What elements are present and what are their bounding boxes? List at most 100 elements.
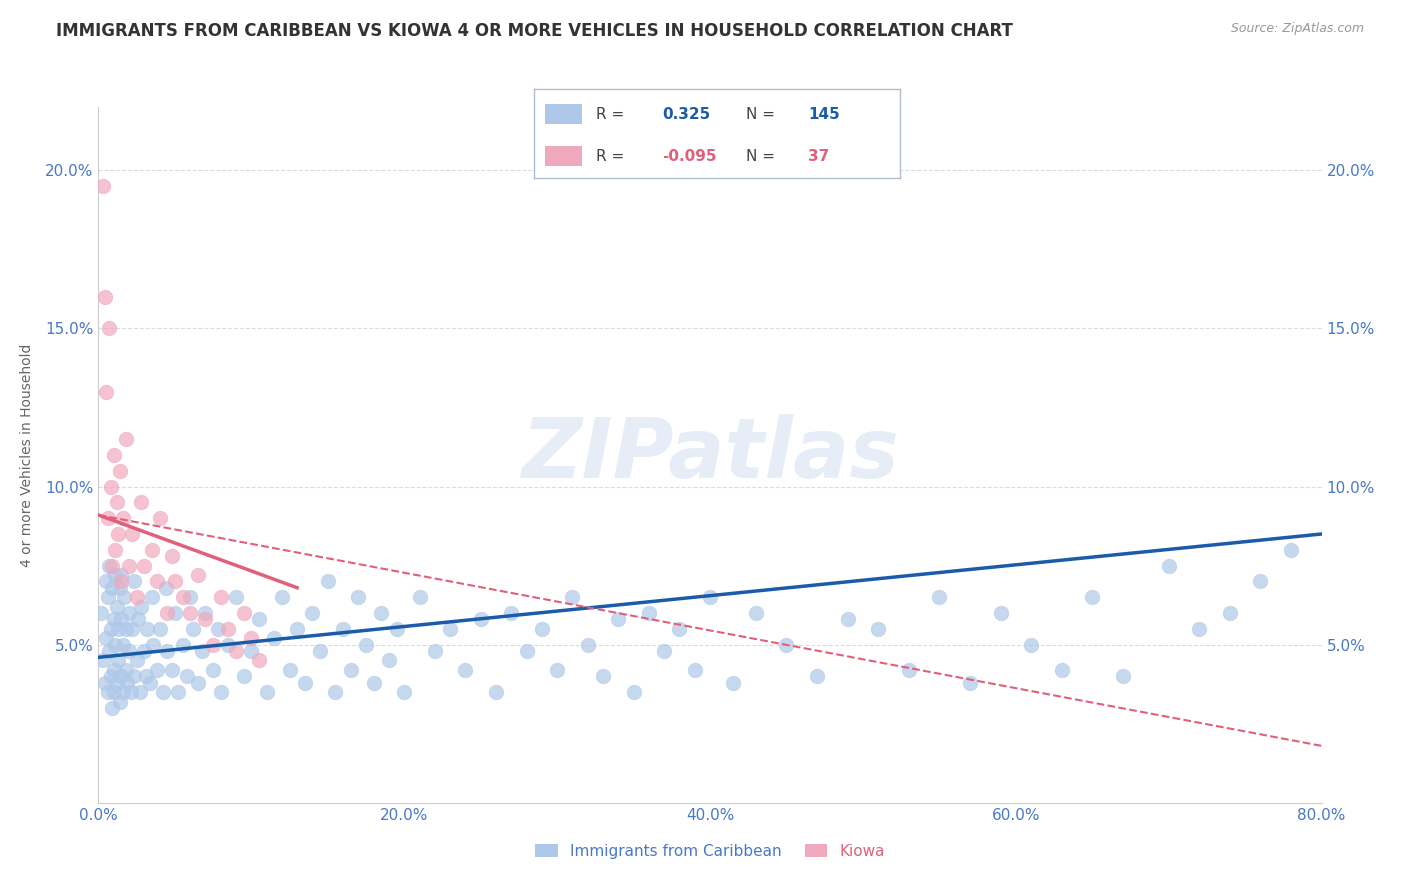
Text: 37: 37: [808, 149, 830, 163]
Point: [93, 675, 115, 690]
Point: [339, 663, 361, 677]
Point: [156, 606, 179, 620]
Point: [202, 663, 225, 677]
Point: [187, 675, 209, 690]
Point: [217, 638, 239, 652]
Point: [202, 638, 225, 652]
Point: [187, 568, 209, 582]
Point: [378, 653, 401, 667]
Point: [145, 574, 167, 589]
Point: [121, 527, 143, 541]
Point: [122, 574, 145, 589]
Point: [285, 622, 308, 636]
Point: [105, 675, 128, 690]
Point: [225, 591, 247, 605]
Point: [98, 321, 121, 335]
Point: [240, 632, 263, 646]
Point: [990, 606, 1012, 620]
Point: [104, 542, 127, 557]
Point: [120, 685, 142, 699]
Point: [101, 581, 124, 595]
Point: [347, 591, 370, 605]
Text: 0.325: 0.325: [662, 107, 710, 121]
Point: [104, 638, 127, 652]
Point: [256, 685, 278, 699]
Point: [134, 558, 156, 573]
Text: IMMIGRANTS FROM CARIBBEAN VS KIOWA 4 OR MORE VEHICLES IN HOUSEHOLD CORRELATION C: IMMIGRANTS FROM CARIBBEAN VS KIOWA 4 OR …: [56, 22, 1014, 40]
Point: [592, 669, 614, 683]
Point: [141, 542, 163, 557]
Point: [439, 622, 461, 636]
Point: [332, 622, 354, 636]
Point: [118, 606, 141, 620]
Point: [454, 663, 477, 677]
Point: [110, 612, 132, 626]
Point: [118, 558, 141, 573]
Point: [93, 290, 115, 304]
Point: [127, 612, 149, 626]
Point: [105, 599, 128, 614]
Point: [125, 591, 148, 605]
Point: [637, 606, 661, 620]
Point: [607, 612, 630, 626]
Point: [110, 568, 132, 582]
Point: [152, 685, 174, 699]
Point: [354, 638, 377, 652]
Text: N =: N =: [747, 149, 780, 163]
Point: [172, 638, 194, 652]
Point: [181, 622, 204, 636]
Point: [806, 669, 828, 683]
Point: [194, 606, 217, 620]
Point: [94, 632, 117, 646]
Point: [1081, 591, 1104, 605]
Point: [301, 606, 323, 620]
Point: [217, 622, 239, 636]
Point: [868, 622, 890, 636]
Point: [115, 432, 138, 446]
Point: [721, 675, 744, 690]
Point: [135, 669, 157, 683]
Point: [247, 612, 270, 626]
Point: [278, 663, 301, 677]
Point: [121, 622, 143, 636]
Point: [108, 695, 131, 709]
Legend: Immigrants from Caribbean, Kiowa: Immigrants from Caribbean, Kiowa: [529, 838, 891, 864]
Point: [103, 685, 125, 699]
Bar: [546, 146, 582, 166]
Point: [111, 511, 134, 525]
Point: [118, 644, 141, 658]
Point: [97, 511, 120, 525]
Point: [104, 568, 127, 582]
Point: [294, 675, 316, 690]
Point: [108, 581, 131, 595]
Point: [652, 644, 675, 658]
Point: [623, 685, 645, 699]
Point: [668, 622, 690, 636]
Point: [270, 591, 292, 605]
Point: [149, 511, 172, 525]
Text: 145: 145: [808, 107, 841, 121]
Point: [683, 663, 706, 677]
Point: [232, 669, 254, 683]
Text: N =: N =: [747, 107, 780, 121]
Point: [103, 612, 125, 626]
Point: [100, 479, 122, 493]
Point: [107, 527, 129, 541]
Point: [90, 606, 112, 620]
Point: [1019, 638, 1042, 652]
Point: [111, 638, 134, 652]
Point: [176, 669, 198, 683]
Point: [122, 669, 145, 683]
Point: [546, 663, 568, 677]
Text: R =: R =: [596, 107, 630, 121]
Point: [194, 612, 217, 626]
Point: [101, 701, 124, 715]
Point: [232, 606, 254, 620]
Point: [516, 644, 538, 658]
Point: [142, 638, 165, 652]
Point: [111, 685, 134, 699]
Point: [959, 675, 981, 690]
Point: [129, 495, 152, 509]
Point: [928, 591, 950, 605]
Y-axis label: 4 or more Vehicles in Household: 4 or more Vehicles in Household: [20, 343, 34, 566]
